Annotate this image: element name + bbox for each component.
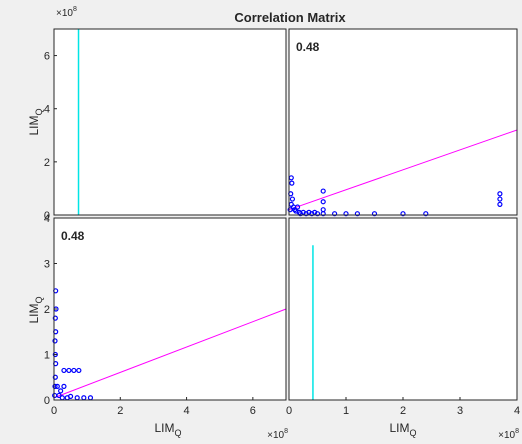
x-exponent-col2: ×108 [498,428,519,441]
data-point [423,211,429,217]
panel-row2-col2: 0 1 2 3 4 [286,217,520,417]
axes-background [289,29,517,215]
data-point [54,383,60,389]
x-axis-label-col1-main: LIM [154,421,174,435]
x-exponent-col2-base: ×10 [498,430,515,441]
data-point [52,351,58,358]
y-axis-label-row1-main: LIM [27,116,41,136]
data-point [66,367,72,374]
x-axis-label-col2-subscript: Q [410,428,417,438]
data-point [56,392,62,399]
panel-row1-col2: 0.48 [287,28,518,217]
data-point [294,204,301,210]
data-point [61,367,67,374]
x-exponent-col1-base: ×10 [267,430,284,441]
x-exponent-col1: ×108 [267,428,288,441]
y-exponent-label-base: ×10 [56,8,73,19]
chart-title: Correlation Matrix [234,10,346,25]
x-tick-label: 6 [250,405,256,417]
data-point [354,211,360,217]
y-axis-label-row2-main: LIM [27,304,41,324]
y-tick-label: 4 [44,104,50,116]
correlation-coefficient: 0.48 [61,229,85,243]
axes-frame [288,28,518,216]
data-point [52,338,58,344]
axes-background [289,218,517,400]
x-tick-label: 0 [51,405,57,417]
x-tick-label: 3 [457,405,463,417]
data-point [58,388,64,394]
x-tick-label: 4 [514,405,520,417]
fit-line [53,308,287,399]
y-axis-label-row2-subscript: Q [34,296,44,303]
data-point [314,211,321,217]
y-tick-label: 2 [44,304,50,316]
correlation-coefficient: 0.48 [296,40,320,54]
x-axis-label-col1: LIMQ [154,421,181,438]
data-point [320,207,326,213]
data-point [497,196,503,202]
x-tick-label: 2 [400,405,406,417]
data-point [497,191,503,197]
y-tick-label: 0 [44,210,50,222]
y-axis-label-row1-subscript: Q [34,108,44,115]
x-axis-label-col2: LIMQ [389,421,416,438]
data-point [71,367,77,374]
data-point [289,180,295,186]
x-tick-label: 0 [286,405,292,417]
x-exponent-col1-power: 8 [284,428,288,435]
y-tick-label: 1 [44,350,50,362]
axes-background [54,218,286,400]
data-point [343,211,349,217]
data-point [52,383,58,389]
data-point [320,188,326,194]
data-point [67,393,74,399]
data-point [371,211,378,217]
x-axis-label-col2-main: LIM [389,421,409,435]
axes-background [54,29,286,215]
data-point [400,211,406,217]
data-point [289,196,296,202]
data-point [52,374,58,380]
y-tick-label: 2 [44,157,50,169]
y-exponent-label-power: 8 [73,6,77,13]
y-exponent-label: ×108 [56,6,77,19]
data-point [76,367,82,374]
y-axis-label-row2: LIMQ [27,296,44,323]
data-point [320,199,326,205]
axes-frame [53,28,287,216]
data-point [332,211,338,217]
x-axis-label-col1-subscript: Q [175,428,182,438]
fit-line [288,129,518,211]
x-tick-label: 1 [343,405,349,417]
y-axis-label-row1: LIMQ [27,108,44,135]
data-point [52,315,58,321]
data-point [497,201,503,207]
y-tick-label: 6 [44,51,50,63]
x-tick-label: 4 [184,405,190,417]
y-tick-label: 4 [44,213,50,225]
y-tick-label: 3 [44,259,50,271]
x-tick-label: 2 [117,405,123,417]
panel-row1-col1: 0 2 4 6 [44,28,287,222]
data-point [61,383,67,389]
y-tick-label: 0 [44,395,50,407]
x-exponent-col2-power: 8 [515,428,519,435]
